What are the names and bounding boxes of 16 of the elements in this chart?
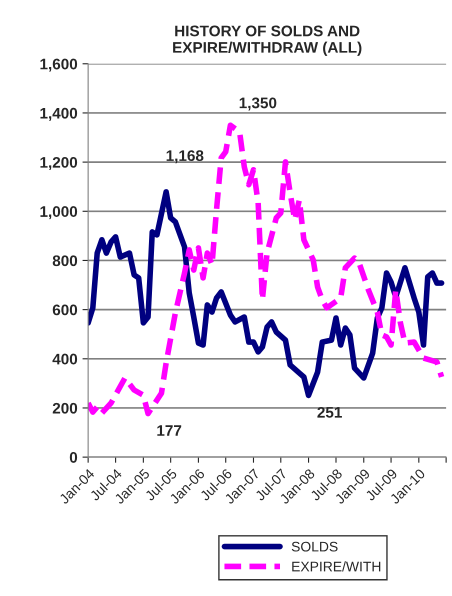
legend-label: EXPIRE/WITH xyxy=(292,561,380,572)
y-tick-label: 0 xyxy=(70,452,78,463)
annotation: 251 xyxy=(317,406,342,418)
y-tick-label: 1,000 xyxy=(40,206,78,220)
annotation: 1,168 xyxy=(166,150,204,164)
chart-title: HISTORY OF SOLDS AND EXPIRE/WITHDRAW (ALL) xyxy=(173,26,362,56)
y-tick-label: 1,600 xyxy=(40,58,78,72)
y-tick-label: 1,400 xyxy=(40,108,78,121)
annotation: 177 xyxy=(157,425,182,436)
y-tick-label: 400 xyxy=(52,354,78,364)
annotation: 1,350 xyxy=(240,98,276,111)
y-tick-label: 800 xyxy=(52,255,78,266)
y-tick-label: 1,200 xyxy=(40,156,78,170)
y-tick-label: 200 xyxy=(52,402,78,414)
y-tick-label: 600 xyxy=(52,304,78,316)
legend-label: SOLDS xyxy=(292,542,338,552)
